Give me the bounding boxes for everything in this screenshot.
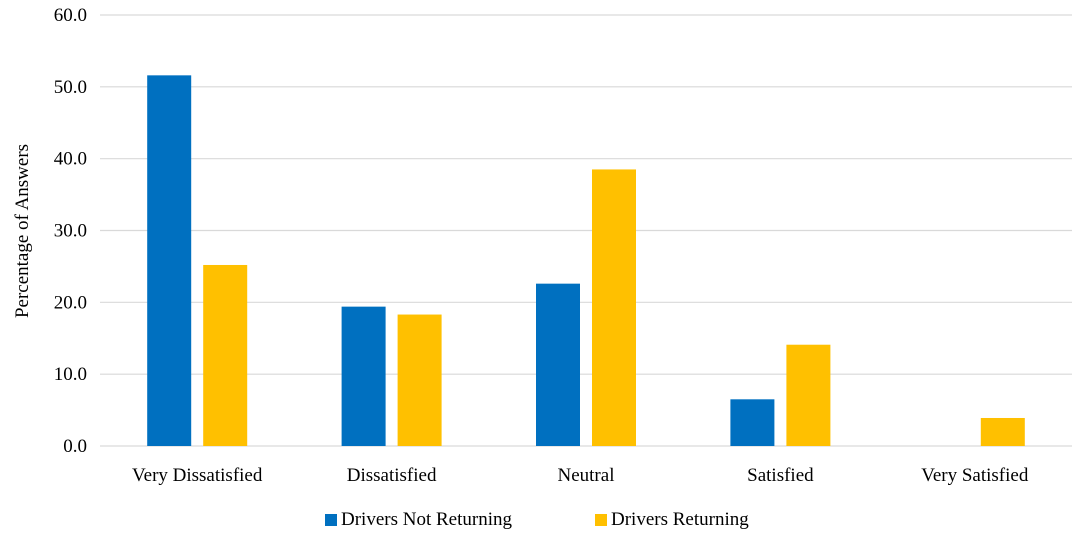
y-tick-label: 20.0 — [54, 292, 87, 313]
y-tick-label: 60.0 — [54, 5, 87, 26]
x-category-label: Neutral — [558, 465, 615, 486]
x-category-label: Very Dissatisfied — [132, 465, 263, 486]
gridlines — [100, 14, 1072, 447]
bar-returning — [203, 264, 248, 446]
bars — [147, 75, 1025, 447]
legend-swatch — [595, 514, 607, 526]
x-category-label: Satisfied — [747, 465, 814, 486]
bar-not-returning — [147, 75, 192, 446]
bar-not-returning — [536, 283, 580, 446]
y-tick-label: 50.0 — [54, 77, 87, 98]
bar-returning — [980, 417, 1025, 446]
legend-label: Drivers Returning — [611, 509, 749, 530]
y-tick-label: 40.0 — [54, 149, 87, 170]
bar-returning — [397, 314, 442, 446]
y-tick-label: 30.0 — [54, 221, 87, 242]
bar-returning — [592, 169, 636, 447]
x-axis-category-labels: Very Dissatisfied Dissatisfied Neutral Sati… — [132, 465, 1029, 486]
y-axis-tick-labels: 0.0 10.0 20.0 30.0 40.0 50.0 60.0 — [54, 5, 87, 457]
y-tick-label: 10.0 — [54, 364, 87, 385]
x-category-label: Dissatisfied — [347, 465, 437, 486]
legend-label: Drivers Not Returning — [341, 509, 512, 530]
bar-not-returning — [341, 306, 386, 446]
bar-not-returning — [730, 399, 775, 446]
legend-swatch — [325, 514, 337, 526]
y-tick-label: 0.0 — [63, 436, 87, 457]
bar-returning — [786, 344, 831, 446]
x-category-label: Very Satisfied — [921, 465, 1029, 486]
y-axis-title: Percentage of Answers — [12, 144, 33, 318]
legend: Drivers Not Returning Drivers Returning — [325, 509, 749, 530]
